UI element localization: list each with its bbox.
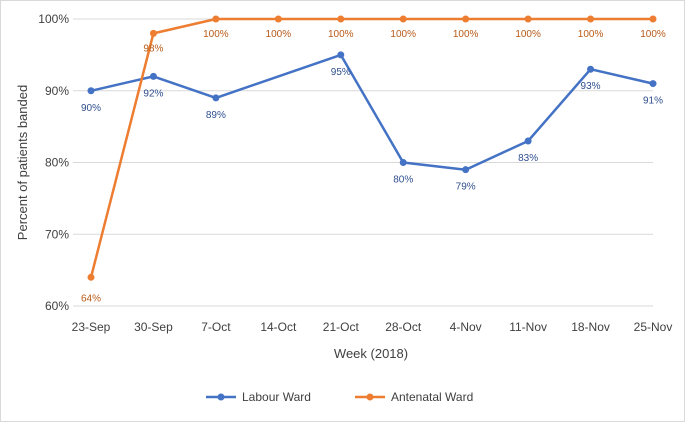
x-tick-labels: 23-Sep 30-Sep 7-Oct 14-Oct 21-Oct 28-Oct 4-Nov… [72, 320, 673, 334]
data-label: 100% [453, 29, 479, 40]
x-tick-label: 30-Sep [134, 320, 173, 334]
data-point [462, 166, 470, 174]
data-point [274, 15, 282, 23]
data-point [337, 15, 345, 23]
x-tick-label: 4-Nov [450, 320, 482, 334]
data-label: 92% [143, 88, 163, 99]
x-tick-label: 21-Oct [323, 320, 360, 334]
x-tick-label: 18-Nov [571, 320, 610, 334]
data-point [399, 15, 407, 23]
data-point [462, 15, 470, 23]
data-label: 95% [331, 67, 351, 78]
data-point [212, 15, 220, 23]
data-label: 100% [203, 29, 229, 40]
x-tick-label: 25-Nov [634, 320, 673, 334]
x-tick-label: 7-Oct [201, 320, 231, 334]
data-label: 89% [206, 110, 226, 121]
data-point [649, 80, 657, 88]
series-line-antenatal-ward [89, 17, 653, 278]
legend-marker [217, 393, 225, 401]
data-label: 83% [518, 153, 538, 164]
data-point [87, 87, 95, 95]
data-label: 93% [581, 81, 601, 92]
data-point [337, 51, 345, 59]
series-lines [89, 17, 654, 278]
data-label: 100% [328, 29, 354, 40]
data-point [587, 65, 595, 73]
data-point [87, 273, 95, 281]
data-label: 100% [640, 29, 666, 40]
legend-marker [366, 393, 374, 401]
data-label: 64% [81, 293, 101, 304]
data-point [524, 137, 532, 145]
series-points [87, 15, 657, 281]
x-tick-label: 23-Sep [72, 320, 111, 334]
x-tick-label: 11-Nov [509, 320, 547, 334]
y-axis-title: Percent of patients banded [15, 85, 30, 240]
data-label: 79% [456, 182, 476, 193]
gridlines [73, 18, 653, 307]
y-tick-label: 80% [45, 156, 69, 170]
y-tick-labels: 60% 70% 80% 90% 100% [38, 12, 69, 313]
data-label: 90% [81, 103, 101, 114]
data-labels: 90% 92% 89% 95% 80% 79% 83% 93% 91% 64% 98% 100% 100… [81, 29, 666, 304]
data-label: 91% [643, 96, 663, 107]
data-point [649, 15, 657, 23]
y-tick-label: 90% [45, 84, 69, 98]
data-label: 98% [143, 43, 163, 54]
y-tick-label: 100% [38, 12, 69, 26]
data-label: 100% [266, 29, 292, 40]
legend-label: Antenatal Ward [391, 390, 473, 404]
data-label: 100% [390, 29, 416, 40]
y-tick-label: 70% [45, 227, 69, 241]
legend: Labour Ward Antenatal Ward [206, 390, 473, 404]
legend-label: Labour Ward [242, 390, 311, 404]
x-tick-label: 14-Oct [260, 320, 297, 334]
x-tick-label: 28-Oct [385, 320, 422, 334]
y-tick-label: 60% [45, 299, 69, 313]
data-label: 100% [578, 29, 604, 40]
data-label: 80% [393, 175, 413, 186]
data-point [149, 29, 157, 37]
x-axis-title: Week (2018) [334, 346, 408, 361]
series-line-labour-ward [90, 53, 654, 171]
data-point [587, 15, 595, 23]
data-point [149, 72, 157, 80]
data-point [399, 159, 407, 166]
data-point [212, 94, 220, 102]
data-label: 100% [515, 29, 541, 40]
data-point [524, 15, 532, 23]
